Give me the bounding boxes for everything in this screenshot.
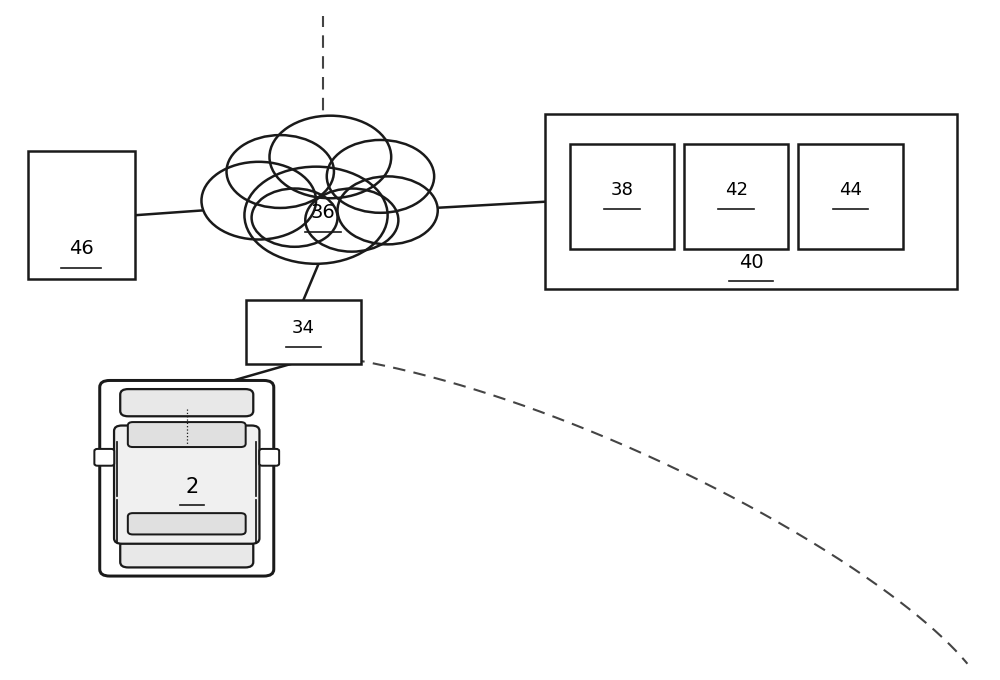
Circle shape: [252, 188, 338, 247]
Text: 2: 2: [185, 477, 198, 497]
FancyBboxPatch shape: [114, 426, 259, 544]
FancyBboxPatch shape: [128, 422, 246, 447]
Circle shape: [269, 116, 391, 199]
FancyBboxPatch shape: [100, 381, 274, 576]
Text: 38: 38: [610, 181, 633, 199]
FancyBboxPatch shape: [684, 144, 788, 249]
FancyBboxPatch shape: [94, 449, 114, 466]
FancyBboxPatch shape: [128, 513, 246, 534]
FancyBboxPatch shape: [570, 144, 674, 249]
Circle shape: [305, 188, 398, 252]
FancyBboxPatch shape: [120, 389, 253, 416]
Circle shape: [201, 162, 316, 239]
FancyBboxPatch shape: [120, 540, 253, 567]
Circle shape: [227, 135, 334, 208]
FancyBboxPatch shape: [259, 449, 279, 466]
Text: 36: 36: [311, 203, 336, 222]
Circle shape: [338, 176, 438, 244]
FancyBboxPatch shape: [246, 299, 361, 364]
FancyBboxPatch shape: [545, 114, 957, 290]
Text: 34: 34: [292, 319, 315, 337]
Text: 40: 40: [739, 253, 763, 272]
Circle shape: [327, 140, 434, 213]
Text: 42: 42: [725, 181, 748, 199]
Text: 46: 46: [69, 239, 94, 258]
Circle shape: [244, 167, 388, 264]
FancyBboxPatch shape: [798, 144, 903, 249]
Text: 44: 44: [839, 181, 862, 199]
FancyBboxPatch shape: [28, 151, 135, 279]
